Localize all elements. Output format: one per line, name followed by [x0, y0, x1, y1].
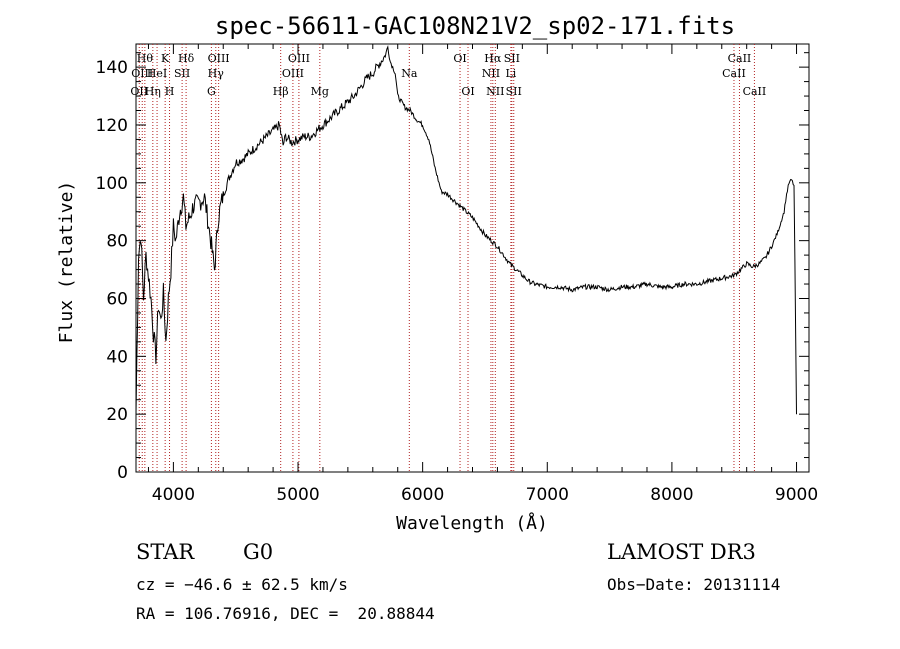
line-label-6: H	[165, 85, 175, 98]
y-tick-label-0: 0	[117, 463, 128, 483]
x-tick-label-6000: 6000	[401, 485, 444, 505]
line-label-22: Li	[505, 67, 516, 80]
spectral-line-labels: OII OIII Hθ Hη HeI K H SII Hδ G Hγ OIII Hβ OIII OIII Mg…	[130, 52, 766, 98]
ra-dec: RA = 106.76916, DEC = 20.88844	[136, 604, 435, 623]
x-tick-label-9000: 9000	[775, 485, 818, 505]
line-label-16: Na	[401, 67, 418, 80]
x-tick-label-5000: 5000	[276, 485, 319, 505]
object-subclass: G0	[243, 540, 274, 564]
x-tick-label-8000: 8000	[650, 485, 693, 505]
object-class: STAR	[136, 540, 195, 564]
survey-name: LAMOST DR3	[607, 540, 756, 564]
line-label-8: Hδ	[178, 52, 195, 65]
y-tick-label-80: 80	[106, 232, 128, 252]
line-label-7: SII	[174, 67, 190, 80]
spectral-line-markers	[138, 44, 755, 472]
line-label-2: Hθ	[137, 52, 154, 65]
chart-title: spec-56611-GAC108N21V2_sp02-171.fits	[215, 12, 735, 40]
y-tick-label-100: 100	[96, 174, 128, 194]
line-label-10: Hγ	[208, 67, 225, 80]
y-tick-label-140: 140	[96, 58, 128, 78]
line-label-17: OI	[453, 52, 466, 65]
line-label-3: Hη	[145, 85, 161, 98]
line-label-26: CaII	[728, 52, 752, 65]
line-label-5: K	[161, 52, 170, 65]
y-tick-label-120: 120	[96, 116, 128, 136]
line-label-21: NII	[486, 85, 504, 98]
x-tick-label-7000: 7000	[526, 485, 569, 505]
y-tick-label-20: 20	[106, 405, 128, 425]
line-label-12: Hβ	[273, 85, 289, 98]
line-label-27: CaII	[743, 85, 767, 98]
line-label-24: SII	[506, 85, 522, 98]
observation-date: Obs−Date: 20131114	[607, 575, 781, 594]
line-label-11: OIII	[208, 52, 230, 65]
line-label-15: Mg	[311, 85, 329, 98]
x-tick-label-4000: 4000	[152, 485, 195, 505]
line-label-19: NII	[482, 67, 500, 80]
x-axis-ticks: 4000 5000 6000 7000 8000 9000	[147, 44, 818, 505]
line-label-20: Hα	[484, 52, 502, 65]
line-label-4: HeI	[147, 67, 167, 80]
x-axis-label: Wavelength (Å)	[396, 512, 548, 534]
y-axis-label: Flux (relative)	[56, 181, 77, 344]
line-label-13: OIII	[282, 67, 304, 80]
line-label-9: G	[207, 85, 216, 98]
y-axis-ticks: 0 20 40 60 80 100 120 140	[96, 52, 809, 483]
plot-frame	[135, 43, 810, 473]
line-label-14: OIII	[288, 52, 310, 65]
line-label-0: OII	[130, 85, 148, 98]
y-tick-label-40: 40	[106, 347, 128, 367]
line-label-1: OIII	[131, 67, 153, 80]
line-label-23: SII	[504, 52, 520, 65]
line-label-18: OI	[461, 85, 474, 98]
redshift-cz: cz = −46.6 ± 62.5 km/s	[136, 575, 348, 594]
y-tick-label-60: 60	[106, 289, 128, 309]
spectrum-line	[135, 44, 797, 415]
line-label-25: CaII	[722, 67, 746, 80]
